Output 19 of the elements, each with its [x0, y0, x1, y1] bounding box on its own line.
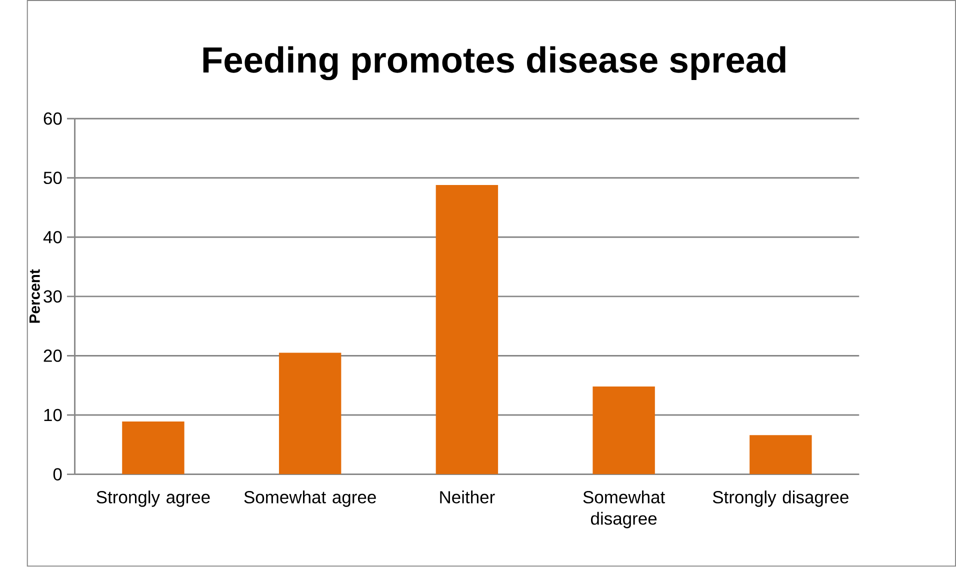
- y-tick-label: 40: [43, 231, 62, 244]
- y-tick-label: 60: [44, 112, 62, 125]
- y-tick-label: 10: [44, 409, 62, 422]
- y-axis-title: Percent: [30, 269, 40, 323]
- y-tick-label: 0: [53, 468, 62, 481]
- bar: [592, 386, 655, 474]
- chart-title: Feeding promotes disease spread: [203, 46, 786, 80]
- bar: [750, 435, 812, 474]
- x-tick-label: Neither: [440, 490, 495, 504]
- x-tick-label: Somewhat disagree: [583, 490, 666, 528]
- bar: [278, 352, 342, 474]
- x-tick-label: Strongly disagree: [712, 490, 848, 508]
- y-tick-label: 20: [44, 350, 62, 362]
- bar: [436, 185, 498, 474]
- x-tick-label: Somewhat agree: [244, 490, 376, 508]
- y-tick-label: 30: [44, 290, 62, 303]
- bar: [122, 422, 184, 474]
- y-tick-label: 50: [44, 172, 62, 184]
- x-tick-label: Strongly agree: [96, 490, 210, 508]
